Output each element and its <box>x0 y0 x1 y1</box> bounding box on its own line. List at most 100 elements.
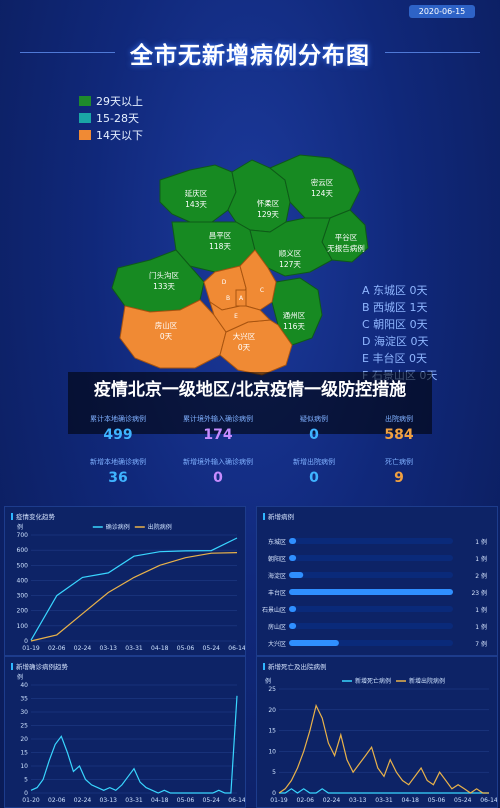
stat-card: 疑似病例 0 <box>259 414 369 443</box>
beijing-map: 延庆区 143天 怀柔区 129天 密云区 124天 昌平区 118天 平谷区 … <box>111 154 369 376</box>
map-label-name: D <box>222 279 227 286</box>
series-line <box>30 695 238 794</box>
x-tick-label: 06-14 <box>228 645 245 652</box>
map-label-days: 129天 <box>257 210 279 219</box>
district-item: E 丰台区 0天 <box>362 352 427 365</box>
bar <box>289 589 453 595</box>
series-line <box>278 703 489 794</box>
district-item: B 西城区 1天 <box>362 301 428 314</box>
bar <box>289 606 297 612</box>
deaths-discharges-panel: 新增死亡及出院病例 例 0 5 10 15 20 25 01-19 02-06 02-24 03-1… <box>256 656 498 808</box>
stat-card: 出院病例 584 <box>344 414 454 443</box>
bar-value-label: 1 例 <box>475 538 487 546</box>
stat-label: 疑似病例 <box>300 415 328 423</box>
headline-text: 疫情北京一级地区/北京疫情一级防控措施 <box>93 380 407 400</box>
y-tick-label: 15 <box>20 750 28 757</box>
legend-label: 14天以下 <box>96 128 143 142</box>
map-label-name: 通州区 <box>283 310 306 320</box>
x-tick-label: 05-24 <box>203 645 221 652</box>
map-label-name: 房山区 <box>155 320 178 330</box>
y-tick-label: 5 <box>272 769 276 776</box>
x-tick-label: 01-20 <box>22 797 40 804</box>
district-item: A 东城区 0天 <box>362 284 428 297</box>
district-item: D 海淀区 0天 <box>362 335 429 348</box>
stat-card: 新增本地确诊病例 36 <box>63 457 173 486</box>
stat-value: 0 <box>309 427 319 443</box>
map-label-days: 0天 <box>238 343 251 352</box>
chart-title: 新增病例 <box>263 511 294 521</box>
y-tick-label: 400 <box>17 577 29 584</box>
bar-category-label: 石景山区 <box>262 606 286 614</box>
bar-value-label: 7 例 <box>475 640 487 648</box>
x-tick-label: 02-24 <box>74 797 92 804</box>
legend-item: 15-28天 <box>79 109 143 126</box>
x-tick-label: 01-19 <box>22 645 40 652</box>
bar-category-label: 朝阳区 <box>268 555 286 563</box>
y-tick-label: 25 <box>20 723 28 730</box>
map-label-days: 118天 <box>209 242 231 251</box>
legend-swatch-icon <box>79 112 91 123</box>
map-region-xicheng <box>235 289 247 307</box>
legend-item: 29天以上 <box>79 92 143 109</box>
new-cases-panel: 新增病例 东城区 1 例朝阳区 1 例海淀区 2 例丰台区 23 例石景山区 1 例房山区… <box>256 506 498 656</box>
chart-title: 新增死亡及出院病例 <box>263 661 327 671</box>
map-label-name: 昌平区 <box>209 231 232 240</box>
stat-value: 9 <box>394 470 404 486</box>
bar <box>289 538 297 544</box>
bar <box>289 640 339 646</box>
x-tick-label: 02-06 <box>48 797 66 804</box>
legend-label: 新增死亡病例 <box>355 677 391 685</box>
x-tick-label: 04-18 <box>151 797 169 804</box>
y-tick-label: 600 <box>17 547 29 554</box>
y-tick-label: 0 <box>24 790 28 797</box>
x-tick-label: 04-18 <box>151 645 169 652</box>
map-label-days: 133天 <box>153 282 175 291</box>
legend-label: 新增出院病例 <box>409 677 445 685</box>
bar-value-label: 1 例 <box>475 555 487 563</box>
deaths-discharges-chart: 例 0 5 10 15 20 25 01-19 02-06 02-24 03-13 03-31 04-1… <box>265 677 497 804</box>
bar-value-label: 1 例 <box>475 606 487 614</box>
trend-chart: 例 0 100 200 300 400 500 600 700 01-19 02-06 02-24 03… <box>17 523 245 652</box>
bar <box>289 572 304 578</box>
district-list: A 东城区 0天 B 西城区 1天 C 朝阳区 0天 D 海淀区 0天 E 丰台… <box>362 282 437 384</box>
stat-value: 0 <box>309 470 319 486</box>
legend-label: 确诊病例 <box>106 523 130 531</box>
map-region-fengtai <box>209 300 272 333</box>
stat-value: 36 <box>108 470 128 486</box>
x-tick-label: 05-06 <box>177 797 195 804</box>
series-line <box>30 537 238 641</box>
map-region-fangshan <box>119 299 227 369</box>
x-tick-label: 02-24 <box>74 645 92 652</box>
stat-value: 174 <box>203 427 233 443</box>
y-tick-label: 100 <box>17 623 29 630</box>
legend-label: 出院病例 <box>148 523 172 531</box>
map-label-name: A <box>239 295 244 302</box>
stat-card: 新增出院病例 0 <box>259 457 369 486</box>
x-tick-label: 03-13 <box>100 645 118 652</box>
x-tick-label: 03-31 <box>125 797 143 804</box>
x-tick-label: 03-13 <box>100 797 118 804</box>
map-label-days: 无报告病例 <box>327 243 365 253</box>
series-line <box>279 788 489 794</box>
map-label-name: C <box>260 287 264 294</box>
y-axis-label: 例 <box>265 677 271 685</box>
map-label-days: 0天 <box>160 332 173 341</box>
bar-value-label: 1 例 <box>475 623 487 631</box>
map-label-name: B <box>226 295 230 302</box>
legend-item: 14天以下 <box>79 126 143 143</box>
stat-label: 新增本地确诊病例 <box>90 458 146 466</box>
date-badge: 2020-06-15 <box>409 5 475 18</box>
x-tick-label: 03-13 <box>349 797 367 804</box>
x-tick-label: 03-31 <box>125 645 143 652</box>
stat-label: 新增出院病例 <box>293 458 335 466</box>
x-tick-label: 05-06 <box>428 797 446 804</box>
title-divider-left <box>20 52 115 53</box>
y-tick-label: 200 <box>17 608 29 615</box>
bar-category-label: 房山区 <box>268 623 286 631</box>
stat-label: 出院病例 <box>385 415 413 423</box>
map-label-name: 顺义区 <box>279 249 302 258</box>
map-label-name: 怀柔区 <box>257 198 280 208</box>
bar-track <box>289 623 453 629</box>
y-tick-label: 5 <box>24 777 28 784</box>
bar-track <box>289 538 453 544</box>
